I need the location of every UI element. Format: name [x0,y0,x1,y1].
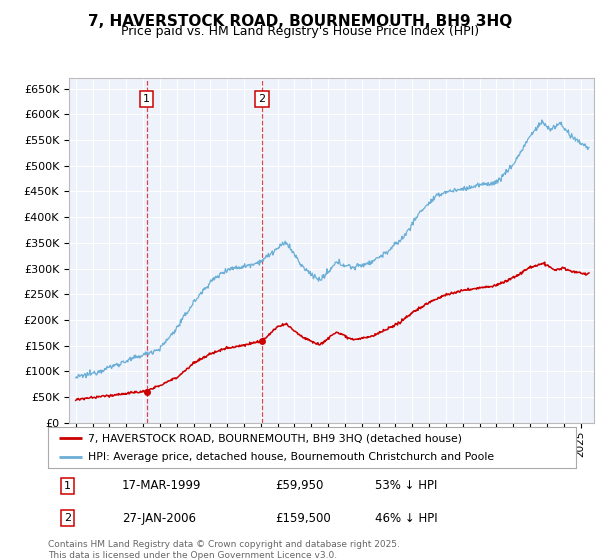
Text: 46% ↓ HPI: 46% ↓ HPI [376,511,438,525]
Text: 27-JAN-2006: 27-JAN-2006 [122,511,196,525]
Text: Contains HM Land Registry data © Crown copyright and database right 2025.
This d: Contains HM Land Registry data © Crown c… [48,540,400,560]
Text: 2: 2 [64,513,71,523]
Text: Price paid vs. HM Land Registry's House Price Index (HPI): Price paid vs. HM Land Registry's House … [121,25,479,38]
Text: 7, HAVERSTOCK ROAD, BOURNEMOUTH, BH9 3HQ (detached house): 7, HAVERSTOCK ROAD, BOURNEMOUTH, BH9 3HQ… [88,433,461,443]
Text: 17-MAR-1999: 17-MAR-1999 [122,479,202,492]
Text: £59,950: £59,950 [275,479,323,492]
Text: 2: 2 [259,94,266,104]
Text: 7, HAVERSTOCK ROAD, BOURNEMOUTH, BH9 3HQ: 7, HAVERSTOCK ROAD, BOURNEMOUTH, BH9 3HQ [88,14,512,29]
Text: HPI: Average price, detached house, Bournemouth Christchurch and Poole: HPI: Average price, detached house, Bour… [88,452,494,461]
Text: 53% ↓ HPI: 53% ↓ HPI [376,479,438,492]
Text: 1: 1 [143,94,150,104]
Text: £159,500: £159,500 [275,511,331,525]
Text: 1: 1 [64,481,71,491]
